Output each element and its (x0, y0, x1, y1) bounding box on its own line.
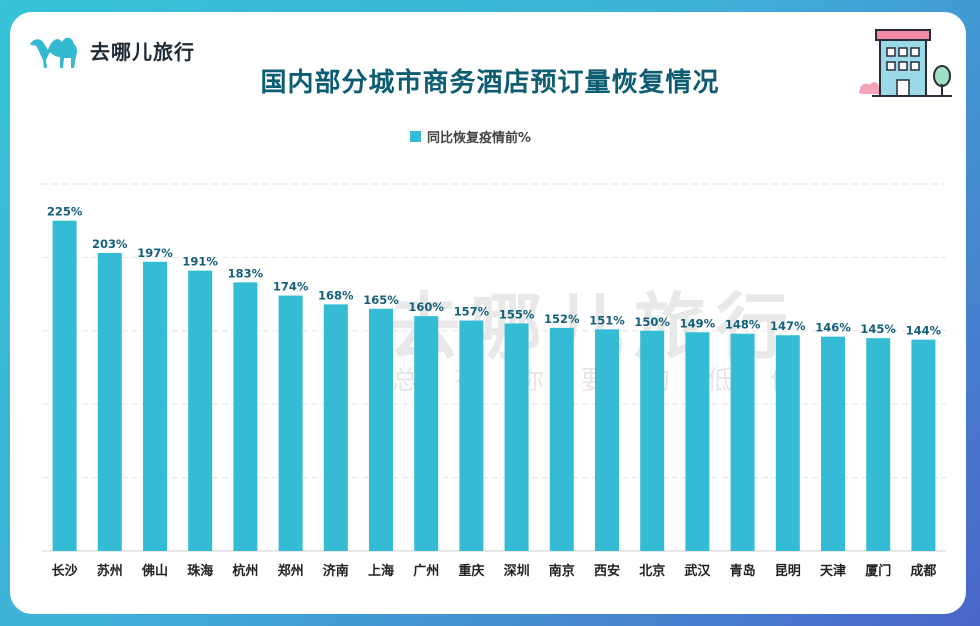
bar-8 (414, 316, 439, 551)
category-label: 天津 (820, 563, 846, 579)
bar-0 (52, 220, 77, 551)
bar-13 (640, 330, 665, 551)
watermark-text: 去哪儿旅行 (388, 285, 799, 369)
camel-icon (30, 37, 78, 68)
category-label: 济南 (323, 563, 349, 579)
category-label: 成都 (910, 563, 936, 579)
bar-value-label: 147% (770, 319, 806, 333)
bar-value-label: 152% (544, 312, 580, 326)
bar-value-label: 155% (499, 307, 535, 321)
legend-label: 同比恢复疫情前% (427, 130, 532, 146)
category-label: 珠海 (187, 563, 213, 579)
bar-value-label: 160% (408, 300, 444, 314)
category-label: 杭州 (232, 563, 258, 579)
bar-value-label: 203% (92, 237, 128, 251)
bar-5 (278, 295, 303, 551)
hotel-building-icon (858, 29, 952, 97)
category-label: 上海 (368, 563, 394, 579)
category-label: 长沙 (52, 563, 78, 579)
bar-value-label: 148% (725, 318, 761, 332)
bar-value-label: 144% (906, 324, 942, 338)
category-label: 厦门 (865, 563, 891, 579)
bar-value-label: 174% (273, 280, 309, 294)
bar-18 (866, 338, 891, 551)
logo-text: 去哪儿旅行 (90, 39, 195, 64)
bar-value-label: 168% (318, 288, 354, 302)
bar-2 (143, 261, 167, 551)
bar-1 (97, 252, 122, 551)
watermark-slogan: 总有你要的低价 (392, 360, 833, 397)
category-label: 苏州 (97, 563, 123, 579)
chart-legend: 同比恢复疫情前% (410, 127, 532, 146)
bar-10 (504, 323, 529, 551)
category-label: 深圳 (504, 563, 530, 579)
bar-value-label: 146% (815, 321, 851, 335)
bar-15 (730, 333, 755, 551)
bar-value-label: 145% (860, 322, 896, 336)
legend-swatch (410, 130, 421, 142)
bar-value-label: 165% (363, 293, 399, 307)
bar-11 (549, 327, 574, 551)
category-label: 重庆 (458, 563, 484, 579)
bar-value-label: 157% (454, 305, 490, 319)
category-label: 青岛 (730, 563, 756, 579)
bar-4 (233, 282, 258, 551)
category-label: 郑州 (278, 563, 304, 579)
bar-12 (595, 329, 619, 551)
bar-7 (369, 308, 393, 551)
bar-16 (775, 335, 800, 551)
bar-value-label: 197% (137, 246, 173, 260)
category-label: 佛山 (141, 563, 168, 579)
bar-9 (459, 320, 484, 551)
category-label: 广州 (413, 563, 439, 579)
bar-value-label: 225% (47, 205, 83, 219)
chart-title: 国内部分城市商务酒店预订量恢复情况 (260, 68, 720, 98)
bar-value-label: 151% (589, 313, 625, 327)
category-label: 北京 (639, 563, 665, 579)
bar-17 (821, 336, 845, 551)
bar-value-label: 191% (182, 255, 218, 269)
category-label: 南京 (549, 563, 575, 579)
bar-19 (911, 339, 936, 551)
bar-6 (323, 304, 348, 551)
brand-logo: 去哪儿旅行 (28, 30, 195, 70)
bar-value-label: 149% (680, 316, 716, 330)
chart-card (10, 12, 966, 614)
category-label: 昆明 (775, 563, 801, 579)
bar-3 (188, 270, 213, 551)
bar-value-label: 183% (228, 266, 264, 280)
category-label: 西安 (594, 563, 620, 579)
bar-14 (685, 332, 710, 551)
category-label: 武汉 (684, 563, 711, 579)
bar-value-label: 150% (634, 315, 670, 329)
